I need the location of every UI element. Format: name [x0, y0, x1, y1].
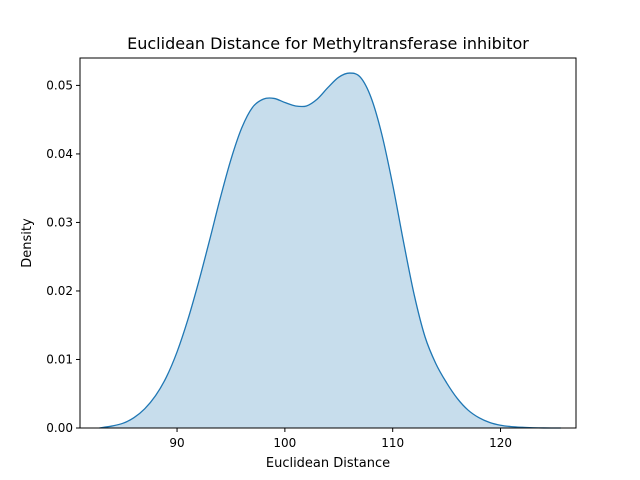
y-tick-label: 0.00	[46, 421, 73, 435]
x-tick-label: 120	[489, 436, 512, 450]
y-tick-label: 0.03	[46, 215, 73, 229]
y-axis-label: Density	[20, 218, 35, 268]
x-tick-label: 110	[381, 436, 404, 450]
y-tick-label: 0.01	[46, 352, 73, 366]
density-curve	[99, 72, 561, 429]
x-tick-label: 90	[169, 436, 184, 450]
chart-title: Euclidean Distance for Methyltransferase…	[127, 34, 529, 53]
x-axis: 90 100 110 120	[169, 428, 512, 450]
y-tick-label: 0.05	[46, 78, 73, 92]
density-area	[99, 73, 561, 428]
axes-frame	[79, 57, 577, 429]
x-axis-label: Euclidean Distance	[266, 456, 390, 471]
plot-area	[99, 72, 561, 429]
y-tick-label: 0.04	[46, 147, 73, 161]
y-tick-label: 0.02	[46, 284, 73, 298]
y-axis: 0.00 0.01 0.02 0.03 0.04 0.05	[46, 78, 80, 435]
x-tick-label: 100	[273, 436, 296, 450]
